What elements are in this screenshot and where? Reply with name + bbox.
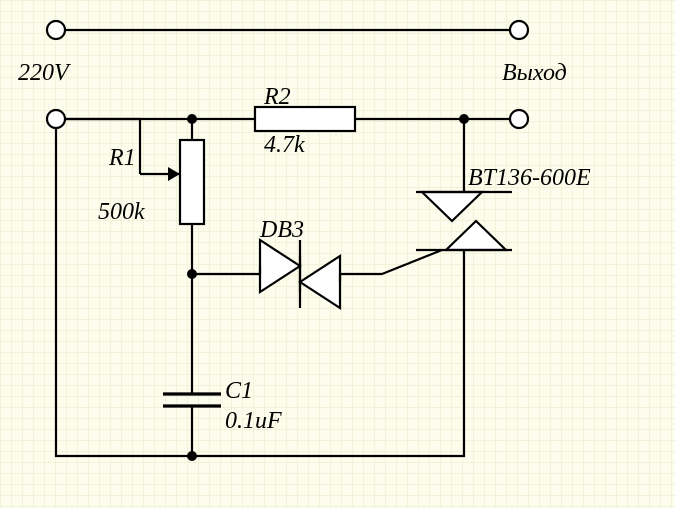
label-db3: DB3 (260, 217, 304, 244)
label-r1-value: 500k (98, 199, 145, 226)
label-input: 220V (18, 60, 69, 87)
label-c1-value: 0.1uF (225, 408, 282, 435)
terminal-bottom_left (47, 110, 65, 128)
r1-body (180, 140, 204, 224)
label-r2-value: 4.7k (264, 132, 305, 159)
diac-tri-right (300, 256, 340, 308)
circuit-svg (0, 0, 675, 508)
node-n_bot (187, 451, 197, 461)
label-c1-name: C1 (225, 378, 253, 405)
diac-tri-left (260, 240, 300, 292)
label-triac: BT136-600E (468, 165, 591, 192)
triac-tri-up (422, 192, 482, 221)
components-group (140, 107, 512, 406)
label-r1-name: R1 (109, 145, 136, 172)
terminal-bottom_right (510, 110, 528, 128)
r1-wiper-arrow (168, 167, 180, 181)
triac-tri-dn (446, 221, 506, 250)
node-n_mid (187, 269, 197, 279)
node-n_top (187, 114, 197, 124)
label-output: Выход (502, 60, 567, 87)
triac-gate (382, 250, 442, 274)
terminal-top_right (510, 21, 528, 39)
label-r2-name: R2 (264, 84, 291, 111)
terminal-top_left (47, 21, 65, 39)
node-n_triac_top (459, 114, 469, 124)
